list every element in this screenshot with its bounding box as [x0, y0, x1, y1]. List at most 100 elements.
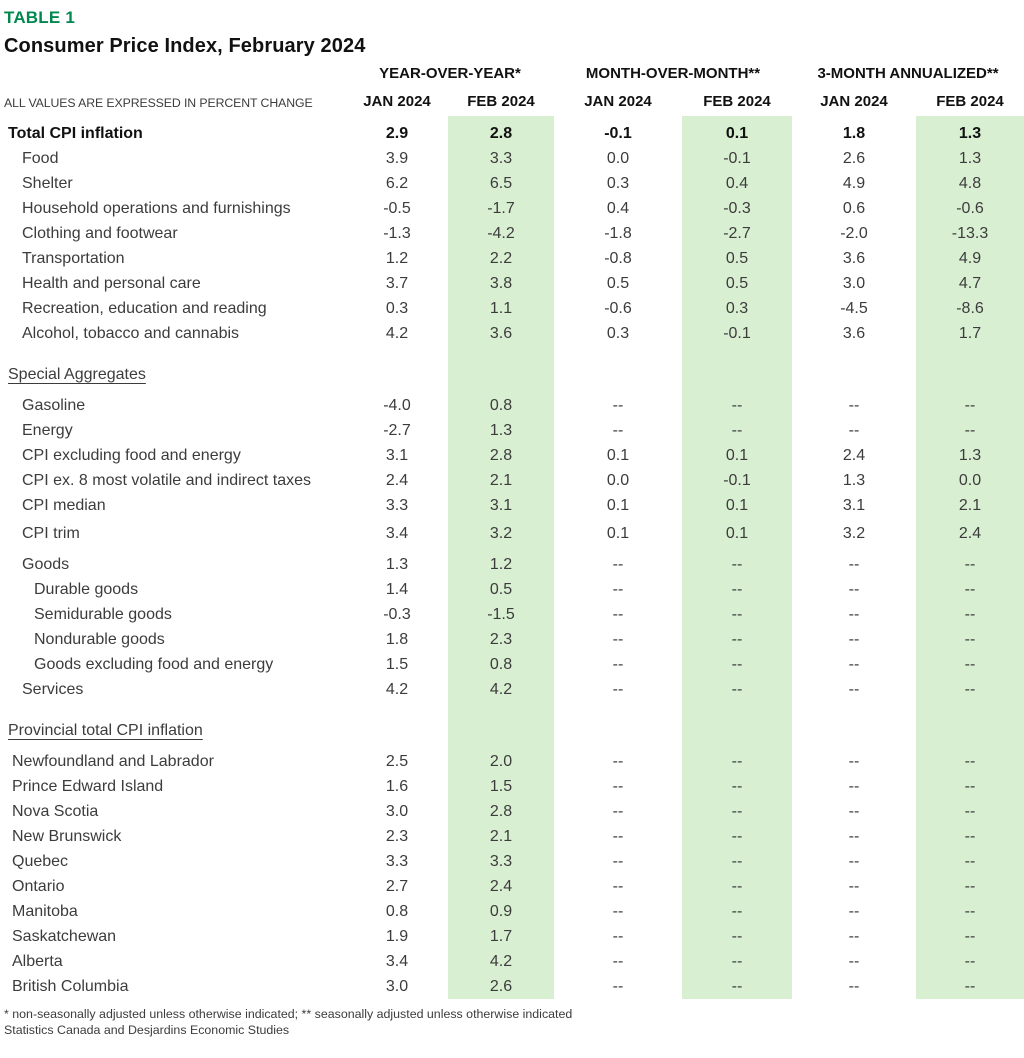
row-label: Food: [22, 150, 59, 167]
value-cell: --: [682, 949, 792, 974]
row-label: Transportation: [22, 250, 125, 267]
value-cell: 0.3: [606, 175, 630, 192]
spacer-row: [4, 702, 1024, 718]
table-row: Household operations and furnishings -0.5…: [4, 196, 1024, 221]
value-cell: 0.1: [682, 121, 792, 146]
spacer-cell: [682, 116, 792, 121]
value-cell: --: [682, 749, 792, 774]
table-row: Prince Edward Island 1.6 1.5 -- -- -- --: [4, 774, 1024, 799]
section-header-row: Provincial total CPI inflation: [4, 718, 1024, 743]
value-cell: -2.7: [383, 422, 411, 439]
value-cell: 1.3: [916, 443, 1024, 468]
row-label: Quebec: [12, 853, 69, 870]
value-cell: -0.1: [682, 146, 792, 171]
table-row: Services 4.2 4.2 -- -- -- --: [4, 677, 1024, 702]
column-subheader: FEB 2024: [703, 93, 771, 110]
value-cell: --: [612, 753, 624, 770]
value-cell: -0.8: [604, 250, 632, 267]
value-cell: --: [848, 422, 860, 439]
value-cell: --: [682, 677, 792, 702]
value-cell: -0.3: [682, 196, 792, 221]
table-row: Transportation 1.2 2.2 -0.8 0.5 3.6 4.9: [4, 246, 1024, 271]
value-cell: 3.0: [385, 803, 409, 820]
section-header-label: Special Aggregates: [8, 366, 146, 383]
column-group-year-over-year: YEAR-OVER-YEAR*: [379, 64, 521, 82]
spacer-cell: [916, 518, 1024, 521]
column-subheader: JAN 2024: [584, 93, 652, 110]
value-cell: 0.1: [606, 525, 630, 542]
value-cell: 0.1: [682, 521, 792, 546]
value-cell: --: [916, 577, 1024, 602]
value-cell: 3.2: [448, 521, 554, 546]
row-label: Energy: [22, 422, 73, 439]
value-cell: 3.6: [842, 325, 866, 342]
value-cell: --: [612, 778, 624, 795]
value-cell: 2.5: [385, 753, 409, 770]
spacer-cell: [916, 702, 1024, 718]
value-cell: 0.5: [606, 275, 630, 292]
value-cell: --: [848, 853, 860, 870]
value-cell: -1.5: [448, 602, 554, 627]
spacer-cell: [916, 116, 1024, 121]
empty-cell: [554, 362, 682, 387]
table-row: Alcohol, tobacco and cannabis 4.2 3.6 0.3 -0…: [4, 321, 1024, 346]
table-row: Durable goods 1.4 0.5 -- -- -- --: [4, 577, 1024, 602]
table-row: Nova Scotia 3.0 2.8 -- -- -- --: [4, 799, 1024, 824]
value-cell: --: [848, 828, 860, 845]
value-cell: --: [916, 749, 1024, 774]
value-cell: 0.3: [385, 300, 409, 317]
table-row: Energy -2.7 1.3 -- -- -- --: [4, 418, 1024, 443]
value-cell: --: [848, 753, 860, 770]
value-cell: --: [612, 953, 624, 970]
row-label: Services: [22, 681, 84, 698]
row-label: Clothing and footwear: [22, 225, 178, 242]
row-label: CPI excluding food and energy: [22, 447, 241, 464]
value-cell: 2.1: [916, 493, 1024, 518]
value-cell: --: [848, 778, 860, 795]
spacer-cell: [682, 546, 792, 552]
table-row: Total CPI inflation 2.9 2.8 -0.1 0.1 1.8 1.3: [4, 121, 1024, 146]
row-label: Nondurable goods: [34, 631, 165, 648]
value-cell: 1.3: [916, 121, 1024, 146]
row-label: Nova Scotia: [12, 803, 99, 820]
column-group-3-month-annualized: 3-MONTH ANNUALIZED**: [817, 64, 999, 82]
table-tag: TABLE 1: [4, 8, 75, 27]
empty-cell: [916, 362, 1024, 387]
table-row: Shelter 6.2 6.5 0.3 0.4 4.9 4.8: [4, 171, 1024, 196]
column-subheader-row: ALL VALUES ARE EXPRESSED IN PERCENT CHAN…: [4, 86, 1024, 116]
table-row: CPI ex. 8 most volatile and indirect tax…: [4, 468, 1024, 493]
value-cell: --: [848, 656, 860, 673]
value-cell: --: [916, 627, 1024, 652]
value-cell: --: [916, 799, 1024, 824]
empty-cell: [346, 362, 448, 387]
spacer-cell: [448, 116, 554, 121]
value-cell: 0.5: [682, 246, 792, 271]
value-cell: 3.2: [842, 525, 866, 542]
value-cell: 0.0: [916, 468, 1024, 493]
value-cell: --: [612, 656, 624, 673]
value-cell: --: [848, 631, 860, 648]
value-cell: -13.3: [916, 221, 1024, 246]
value-cell: --: [612, 903, 624, 920]
footnotes: * non-seasonally adjusted unless otherwi…: [4, 1006, 1024, 1038]
row-label: Total CPI inflation: [8, 125, 143, 142]
column-subheader: JAN 2024: [820, 93, 888, 110]
value-cell: 0.1: [606, 497, 630, 514]
value-cell: 4.7: [916, 271, 1024, 296]
row-label: Semidurable goods: [34, 606, 172, 623]
value-cell: 6.2: [385, 175, 409, 192]
value-cell: 1.2: [385, 250, 409, 267]
value-cell: 0.5: [682, 271, 792, 296]
value-cell: --: [848, 928, 860, 945]
value-cell: 0.1: [606, 447, 630, 464]
value-cell: --: [848, 903, 860, 920]
value-cell: 2.0: [448, 749, 554, 774]
table-body: Total CPI inflation 2.9 2.8 -0.1 0.1 1.8 1.3 Fo…: [4, 116, 1024, 999]
value-cell: 3.6: [448, 321, 554, 346]
value-cell: --: [848, 878, 860, 895]
value-cell: 3.8: [448, 271, 554, 296]
row-label: Newfoundland and Labrador: [12, 753, 214, 770]
value-cell: --: [916, 974, 1024, 999]
row-label: Manitoba: [12, 903, 78, 920]
value-cell: 2.8: [448, 443, 554, 468]
